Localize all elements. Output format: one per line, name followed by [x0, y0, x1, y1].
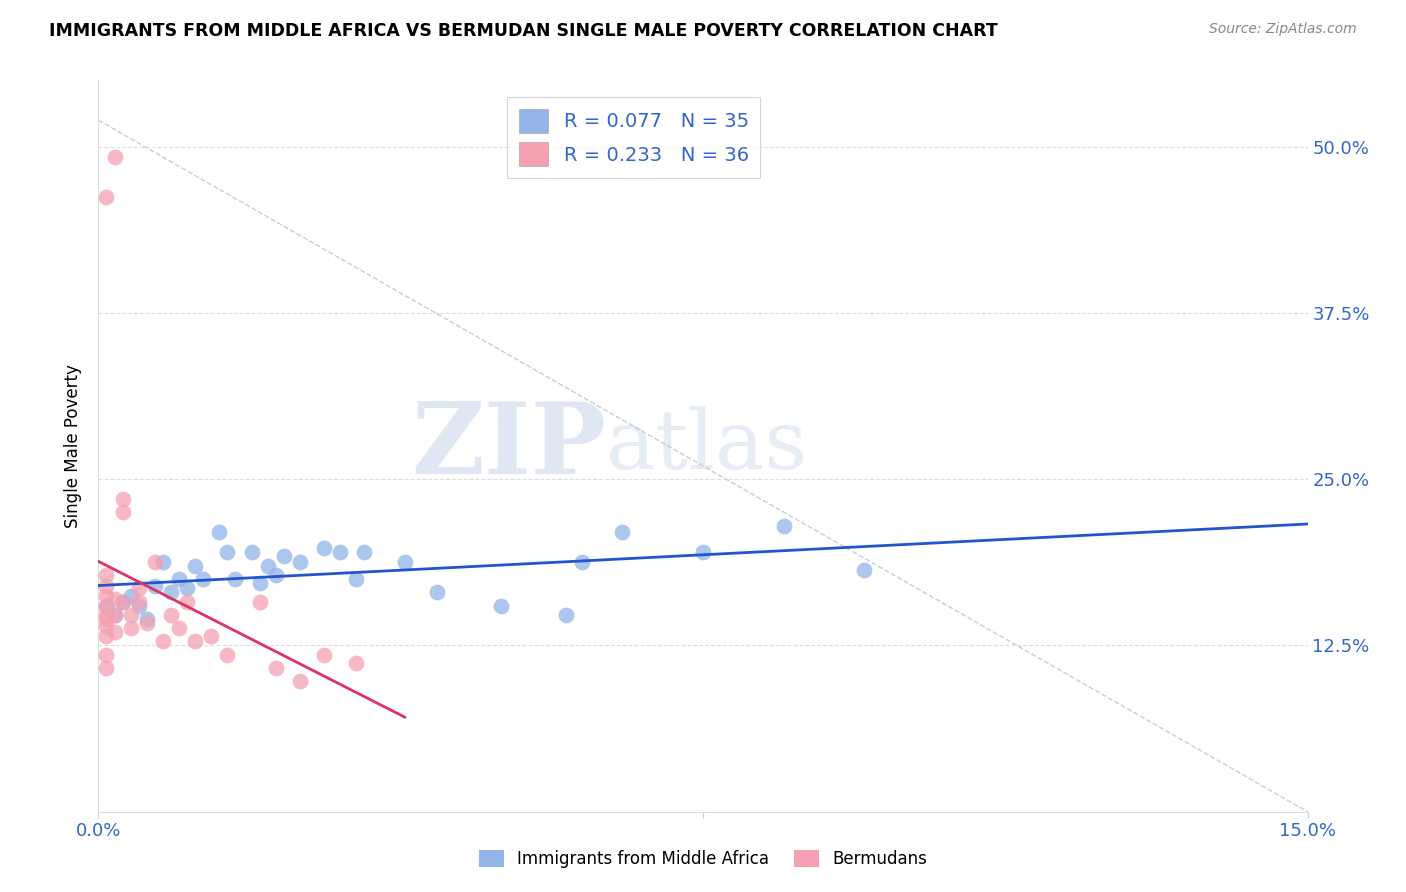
Legend: Immigrants from Middle Africa, Bermudans: Immigrants from Middle Africa, Bermudans	[472, 843, 934, 875]
Point	[152, 555, 174, 569]
Point	[152, 634, 174, 648]
Text: ZIP: ZIP	[412, 398, 606, 494]
Point	[491, 599, 513, 613]
Point	[249, 576, 271, 591]
Point	[612, 525, 634, 540]
Point	[96, 629, 118, 643]
Point	[167, 621, 190, 635]
Point	[120, 589, 142, 603]
Text: Source: ZipAtlas.com: Source: ZipAtlas.com	[1209, 22, 1357, 37]
Point	[111, 492, 134, 507]
Point	[96, 661, 118, 675]
Point	[200, 629, 222, 643]
Point	[103, 625, 125, 640]
Y-axis label: Single Male Poverty: Single Male Poverty	[65, 364, 83, 528]
Point	[96, 579, 118, 593]
Point	[344, 656, 367, 670]
Point	[273, 549, 295, 564]
Point	[772, 518, 794, 533]
Point	[135, 612, 157, 626]
Point	[344, 572, 367, 586]
Point	[184, 558, 207, 573]
Point	[96, 599, 118, 613]
Point	[555, 607, 578, 622]
Point	[353, 545, 375, 559]
Point	[240, 545, 263, 559]
Point	[135, 615, 157, 630]
Point	[394, 555, 416, 569]
Point	[96, 648, 118, 662]
Point	[288, 674, 311, 689]
Point	[314, 648, 336, 662]
Text: IMMIGRANTS FROM MIDDLE AFRICA VS BERMUDAN SINGLE MALE POVERTY CORRELATION CHART: IMMIGRANTS FROM MIDDLE AFRICA VS BERMUDA…	[49, 22, 998, 40]
Point	[176, 594, 198, 608]
Point	[143, 579, 166, 593]
Point	[288, 555, 311, 569]
Point	[160, 607, 183, 622]
Point	[208, 525, 231, 540]
Point	[103, 591, 125, 606]
Point	[96, 589, 118, 603]
Point	[111, 594, 134, 608]
Point	[692, 545, 714, 559]
Point	[224, 572, 246, 586]
Point	[96, 607, 118, 622]
Point	[96, 568, 118, 582]
Point	[128, 582, 150, 596]
Point	[329, 545, 352, 559]
Point	[96, 599, 118, 613]
Point	[96, 612, 118, 626]
Point	[160, 585, 183, 599]
Point	[103, 150, 125, 164]
Text: atlas: atlas	[606, 406, 808, 486]
Point	[256, 558, 278, 573]
Point	[128, 594, 150, 608]
Point	[111, 594, 134, 608]
Point	[264, 568, 287, 582]
Point	[217, 648, 239, 662]
Point	[96, 190, 118, 204]
Point	[96, 618, 118, 632]
Point	[193, 572, 215, 586]
Point	[128, 599, 150, 613]
Point	[120, 607, 142, 622]
Point	[103, 607, 125, 622]
Point	[264, 661, 287, 675]
Point	[176, 582, 198, 596]
Legend: R = 0.077   N = 35, R = 0.233   N = 36: R = 0.077 N = 35, R = 0.233 N = 36	[508, 97, 761, 178]
Point	[314, 541, 336, 556]
Point	[167, 572, 190, 586]
Point	[426, 585, 449, 599]
Point	[249, 594, 271, 608]
Point	[217, 545, 239, 559]
Point	[103, 607, 125, 622]
Point	[184, 634, 207, 648]
Point	[853, 563, 876, 577]
Point	[571, 555, 593, 569]
Point	[143, 555, 166, 569]
Point	[120, 621, 142, 635]
Point	[111, 506, 134, 520]
